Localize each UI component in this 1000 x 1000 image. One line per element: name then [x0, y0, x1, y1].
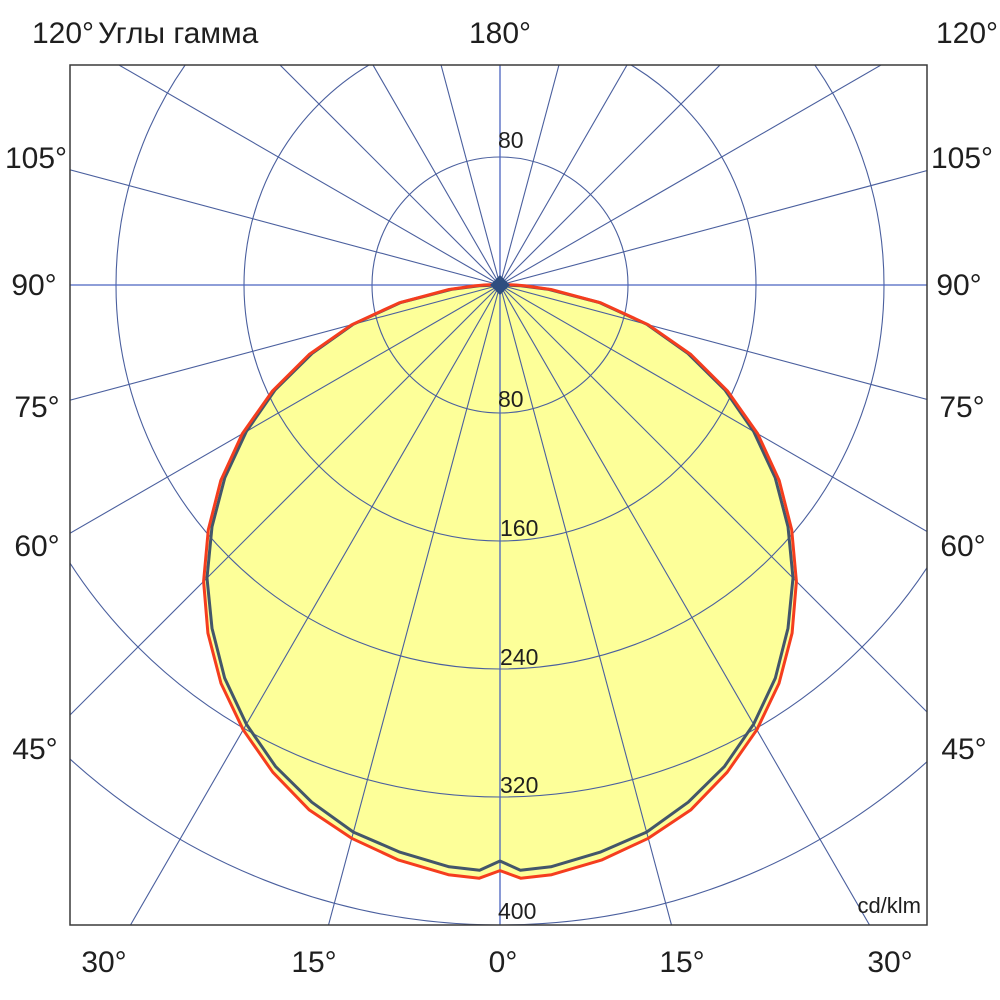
grid-spoke-285 [70, 284, 501, 401]
grid-spoke-15 [499, 284, 673, 925]
grid-spoke-330 [129, 284, 501, 925]
grid-spoke-135 [499, 65, 721, 286]
unit-label: cd/klm [857, 893, 921, 918]
gamma-angle-label-4: 90° [11, 269, 56, 302]
grid-spoke-315 [70, 284, 501, 716]
grid-spoke-195 [440, 65, 501, 286]
grid-spoke-255 [70, 169, 501, 286]
gamma-angle-label-9: 90° [936, 269, 981, 302]
gamma-angle-label-14: 15° [291, 946, 336, 979]
gamma-angle-label-13: 30° [81, 946, 126, 979]
grid-spoke-150 [499, 65, 628, 286]
gamma-angle-label-12: 45° [941, 733, 986, 766]
center-marker [490, 275, 510, 295]
gamma-angle-label-5: 75° [14, 391, 59, 424]
gamma-angle-label-3: 105° [5, 142, 67, 175]
gamma-angle-label-10: 75° [939, 391, 984, 424]
intensity-tick-label-4: 320 [500, 772, 538, 798]
gamma-angle-label-1: 180° [469, 17, 531, 50]
intensity-tick-label-1: 80 [498, 386, 524, 412]
gamma-angle-label-16: 15° [659, 946, 704, 979]
plot-border [69, 64, 928, 926]
gamma-angle-label-0: 120° [32, 17, 94, 50]
grid-spoke-165 [499, 65, 560, 286]
grid-spoke-210 [372, 65, 501, 286]
grid-spoke-60 [499, 284, 927, 533]
grid-spoke-45 [499, 284, 927, 713]
gamma-angle-label-17: 30° [867, 946, 912, 979]
intensity-tick-label-0: 80 [498, 127, 524, 153]
grid-spoke-345 [327, 284, 501, 925]
grid-spoke-30 [499, 284, 871, 925]
gamma-angle-label-7: 45° [12, 733, 57, 766]
gamma-angle-label-11: 60° [940, 530, 985, 563]
curve-c90-c270 [205, 283, 795, 872]
grid-spoke-240 [117, 65, 501, 286]
intensity-tick-label-5: 400 [498, 898, 536, 924]
curve-c0-c180 [202, 283, 798, 880]
grid-spoke-120 [499, 65, 883, 286]
gamma-angle-label-8: 105° [931, 142, 993, 175]
grid-spoke-300 [70, 284, 501, 534]
grid-spoke-225 [279, 65, 501, 286]
chart-title: Углы гамма [98, 17, 259, 50]
intensity-tick-label-3: 240 [500, 644, 538, 670]
grid-spoke-105 [499, 170, 927, 286]
grid-spoke-75 [499, 284, 927, 400]
gamma-angle-label-2: 120° [936, 17, 998, 50]
gamma-angle-label-15: 0° [489, 946, 518, 979]
intensity-tick-label-2: 160 [500, 515, 538, 541]
gamma-angle-label-6: 60° [14, 530, 59, 563]
